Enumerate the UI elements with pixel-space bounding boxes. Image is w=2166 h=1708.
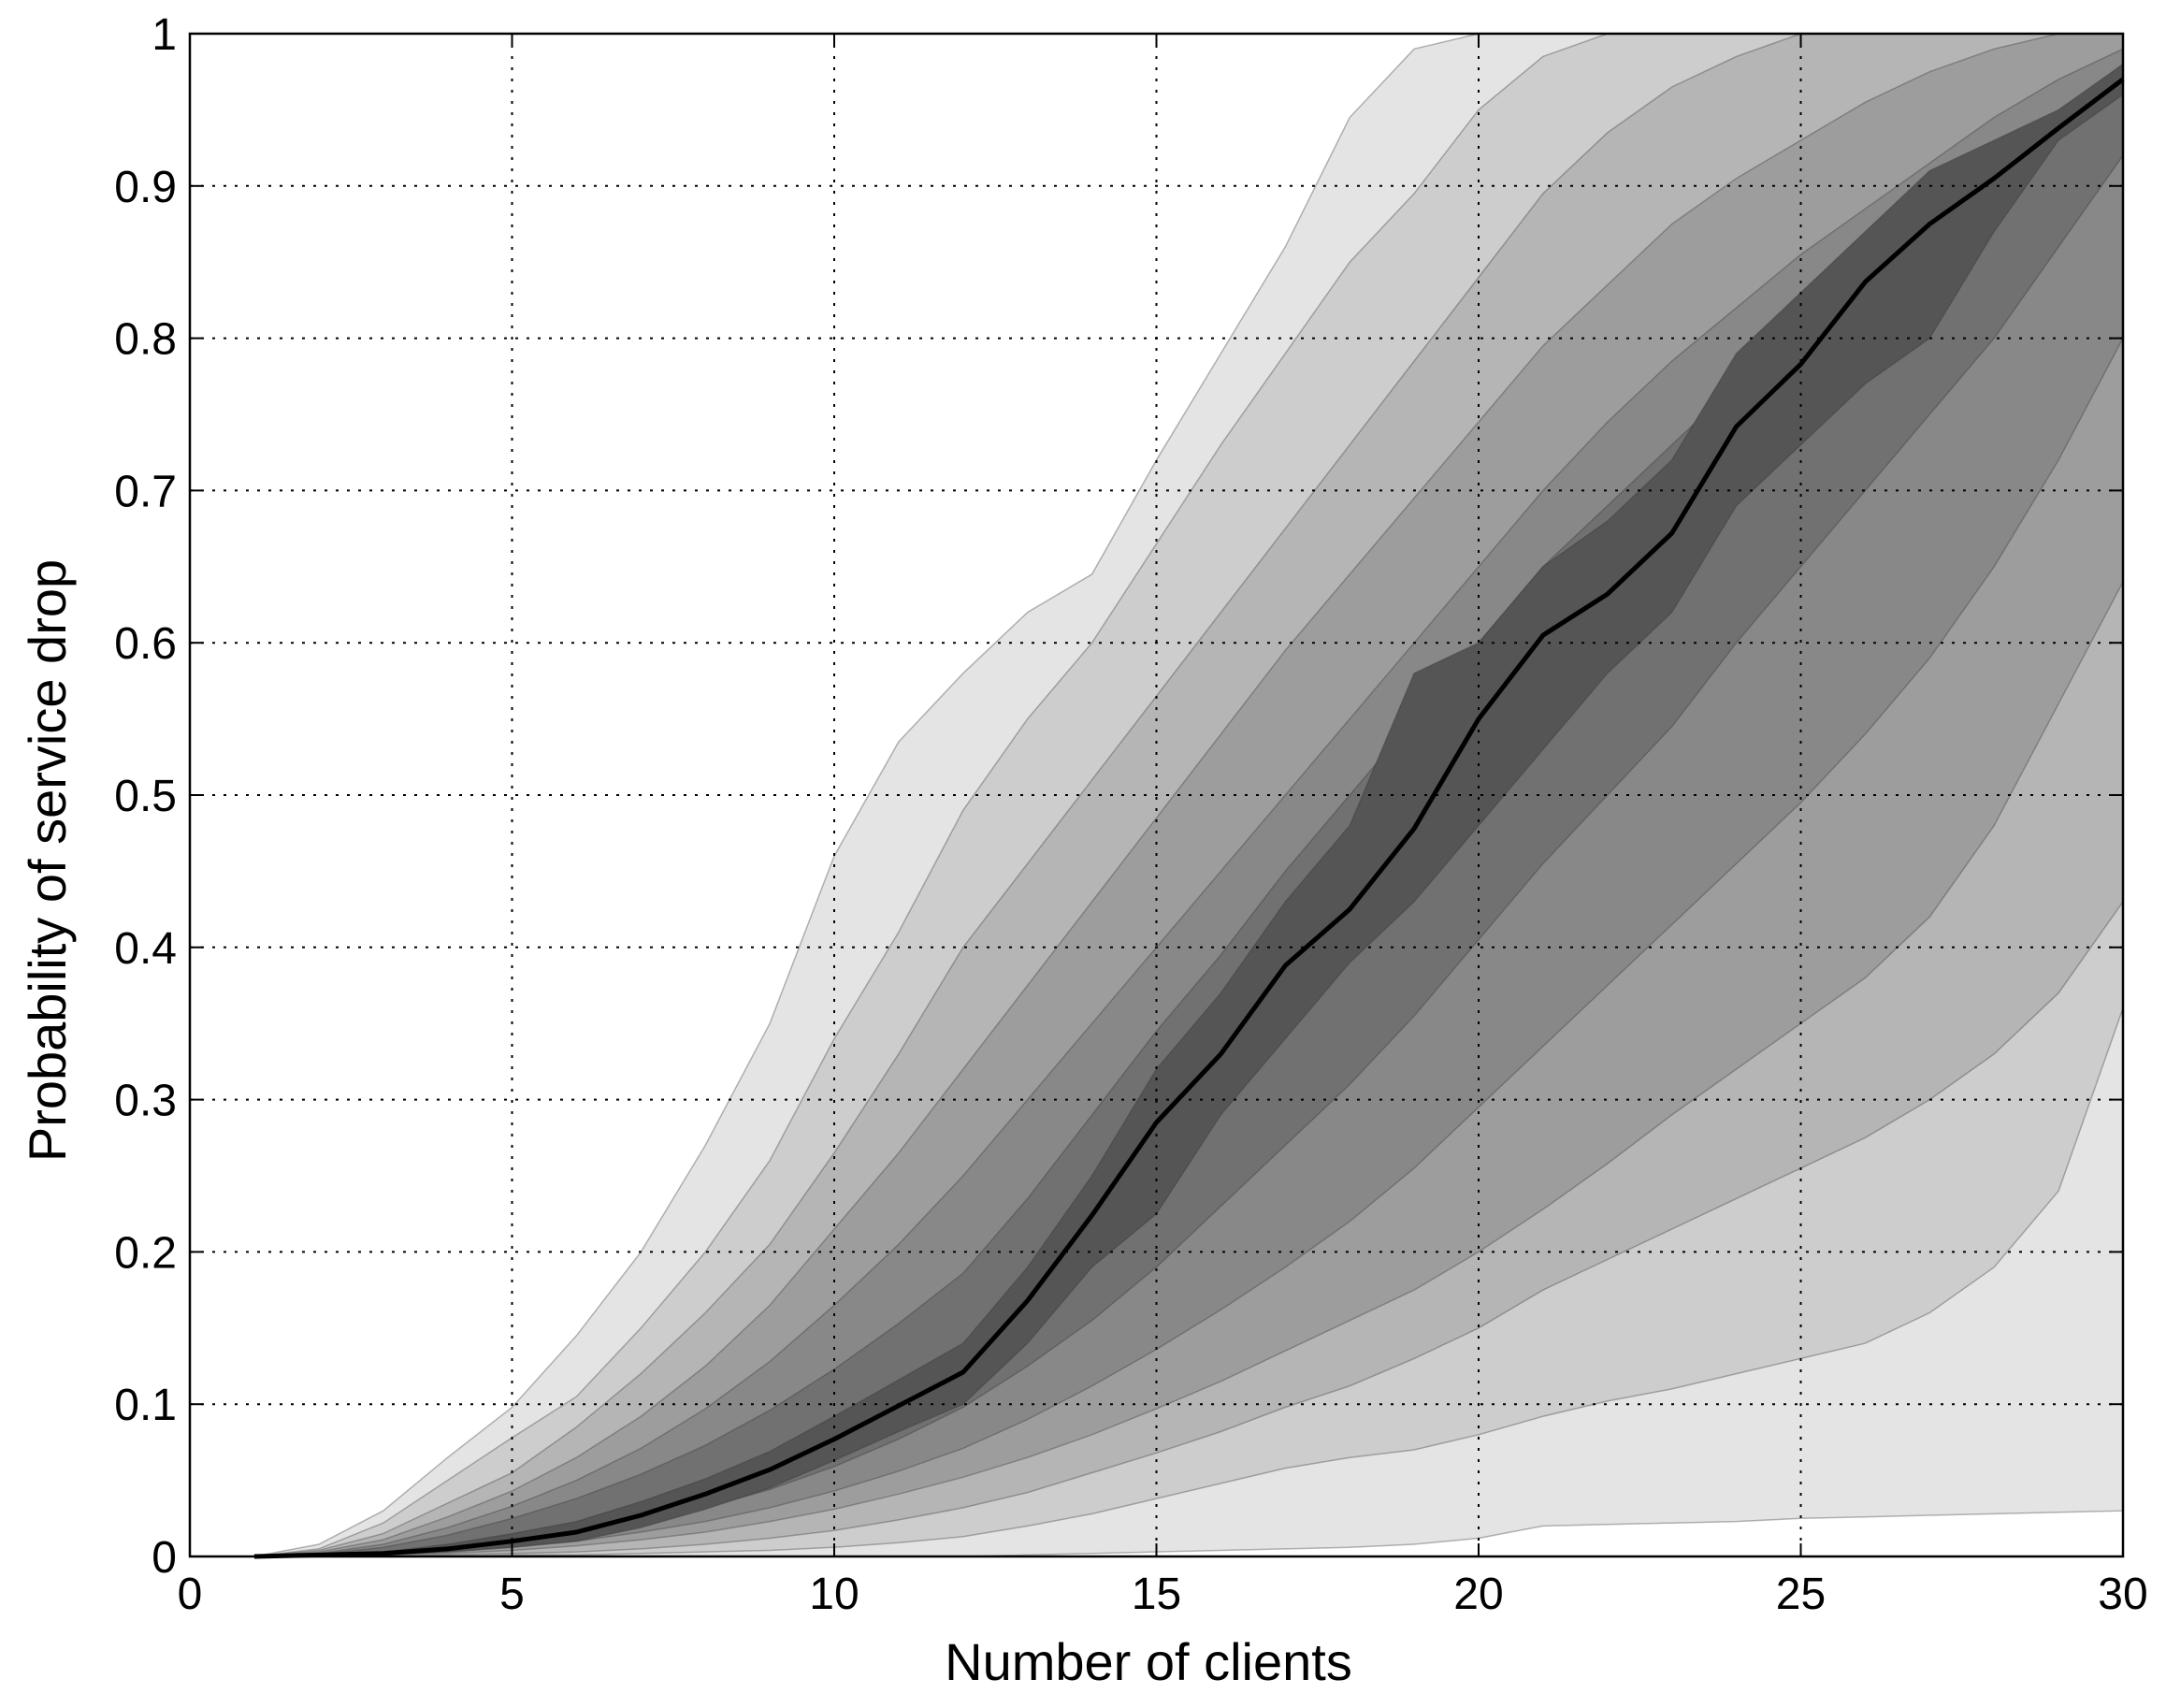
median-series (253, 77, 2125, 1559)
median-line (253, 77, 2125, 1559)
y-tick-label: 1 (152, 10, 177, 60)
grid-lines (190, 34, 2123, 1556)
y-axis-title: Probability of service drop (18, 559, 77, 1162)
x-tick-label: 10 (809, 1570, 859, 1619)
y-tick-label: 0 (152, 1533, 177, 1583)
y-tick-label: 0.7 (114, 467, 177, 516)
x-tick-label: 20 (1453, 1570, 1503, 1619)
x-axis-title: Number of clients (945, 1632, 1352, 1691)
y-tick-label: 0.8 (114, 315, 177, 365)
y-tick-label: 0.6 (114, 619, 177, 669)
x-tick-label: 5 (499, 1570, 525, 1619)
x-tick-label: 15 (1132, 1570, 1181, 1619)
y-tick-label: 0.9 (114, 163, 177, 212)
x-tick-label: 0 (178, 1570, 203, 1619)
x-tick-label: 30 (2098, 1570, 2147, 1619)
x-tick-label: 25 (1776, 1570, 1826, 1619)
fan-bands (253, 33, 2124, 1557)
y-tick-label: 0.3 (114, 1077, 177, 1126)
y-axis-ticks: 0 0.1 0.2 0.3 0.4 0.5 0.6 0.7 0.8 0.9 1 (114, 10, 2123, 1583)
y-tick-label: 0.2 (114, 1228, 177, 1278)
y-tick-label: 0.5 (114, 772, 177, 821)
y-tick-label: 0.4 (114, 924, 177, 974)
x-axis-ticks: 0 5 10 15 20 25 30 (178, 34, 2148, 1619)
y-tick-label: 0.1 (114, 1381, 177, 1430)
